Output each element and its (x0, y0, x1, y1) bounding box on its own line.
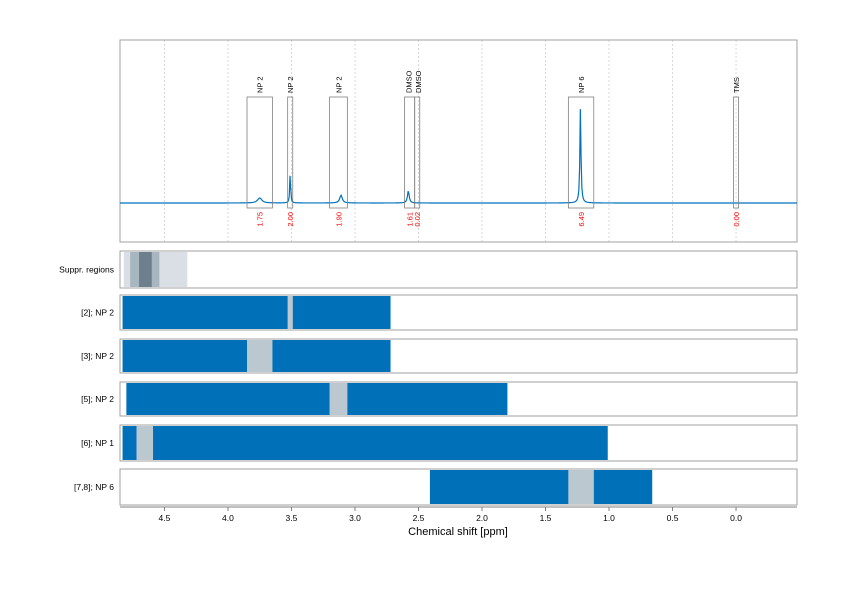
range-bar (122, 340, 248, 372)
spectrum-frame (119, 39, 798, 243)
peak-region-box (287, 96, 294, 209)
peak-integral: 1.90 (334, 212, 343, 227)
x-tick-label: 3.5 (286, 513, 298, 523)
peak-integral: 2.00 (286, 212, 295, 227)
range-row-label: [3]; NP 2 (81, 351, 114, 361)
range-gap (136, 426, 154, 460)
peak-label: DMSO (414, 70, 423, 93)
peak-integral: 1.75 (256, 212, 265, 227)
range-rows-panel: [2]; NP 2 [3]; NP 2 [5]; NP 2 [6]; NP 1 [7,8… (74, 294, 798, 506)
peak-label: NP 2 (334, 76, 343, 93)
peak-integral: 0.02 (413, 212, 422, 227)
suppression-panel: Suppr. regions (59, 250, 798, 289)
suppression-region (139, 252, 152, 287)
x-tick-label: 4.5 (159, 513, 171, 523)
suppression-label: Suppr. regions (59, 265, 114, 275)
x-tick-label: 0.0 (730, 513, 742, 523)
suppression-frame (119, 250, 798, 289)
range-gap (287, 296, 293, 329)
peak-label: NP 6 (577, 76, 586, 93)
x-tick-label: 2.5 (413, 513, 425, 523)
spectrum-panel: NP 2 1.75 NP 2 2.00 NP 2 1.90 DMSO 1.61 DMSO 0.02… (119, 39, 798, 243)
peak-label: TMS (732, 77, 741, 93)
x-tick-label: 1.5 (540, 513, 552, 523)
range-bar (126, 383, 330, 415)
peak-label: NP 2 (256, 76, 265, 93)
peak-region-box (246, 96, 273, 209)
peak-integral: 6.49 (577, 212, 586, 227)
range-bar (153, 426, 608, 460)
peak-integral: 0.00 (732, 212, 741, 227)
spectrum-trace (120, 109, 797, 204)
x-tick-label: 0.5 (667, 513, 679, 523)
peak-integral: 1.61 (406, 212, 415, 227)
x-axis: 4.5 4.0 3.5 3.0 2.5 2.0 1.5 1.0 0.5 0.0 (120, 506, 797, 523)
x-axis-label: Chemical shift [ppm] (408, 526, 508, 538)
range-gap (329, 383, 348, 415)
grid-layer (164, 40, 737, 242)
peak-region-box (733, 96, 739, 209)
range-row-label: [2]; NP 2 (81, 308, 114, 318)
range-bar (292, 296, 391, 329)
range-row-label: [5]; NP 2 (81, 394, 114, 404)
peak-region-box (404, 96, 416, 209)
range-gap (247, 340, 273, 372)
x-tick-label: 4.0 (222, 513, 234, 523)
range-bar (272, 340, 391, 372)
range-row-label: [7,8]; NP 6 (74, 482, 114, 492)
range-bar (429, 470, 569, 504)
x-tick-label: 1.0 (603, 513, 615, 523)
peak-region-box (329, 96, 348, 209)
range-bar (122, 426, 137, 460)
peak-region-box (567, 96, 595, 209)
peak-label: NP 2 (286, 76, 295, 93)
peak-region-box (414, 96, 421, 209)
x-tick-label: 3.0 (349, 513, 361, 523)
range-bar (593, 470, 653, 504)
range-bar (347, 383, 508, 415)
peak-label: DMSO (405, 70, 414, 93)
range-row-label: [6]; NP 1 (81, 438, 114, 448)
range-gap (568, 470, 594, 504)
x-tick-label: 2.0 (476, 513, 488, 523)
range-bar (122, 296, 288, 329)
